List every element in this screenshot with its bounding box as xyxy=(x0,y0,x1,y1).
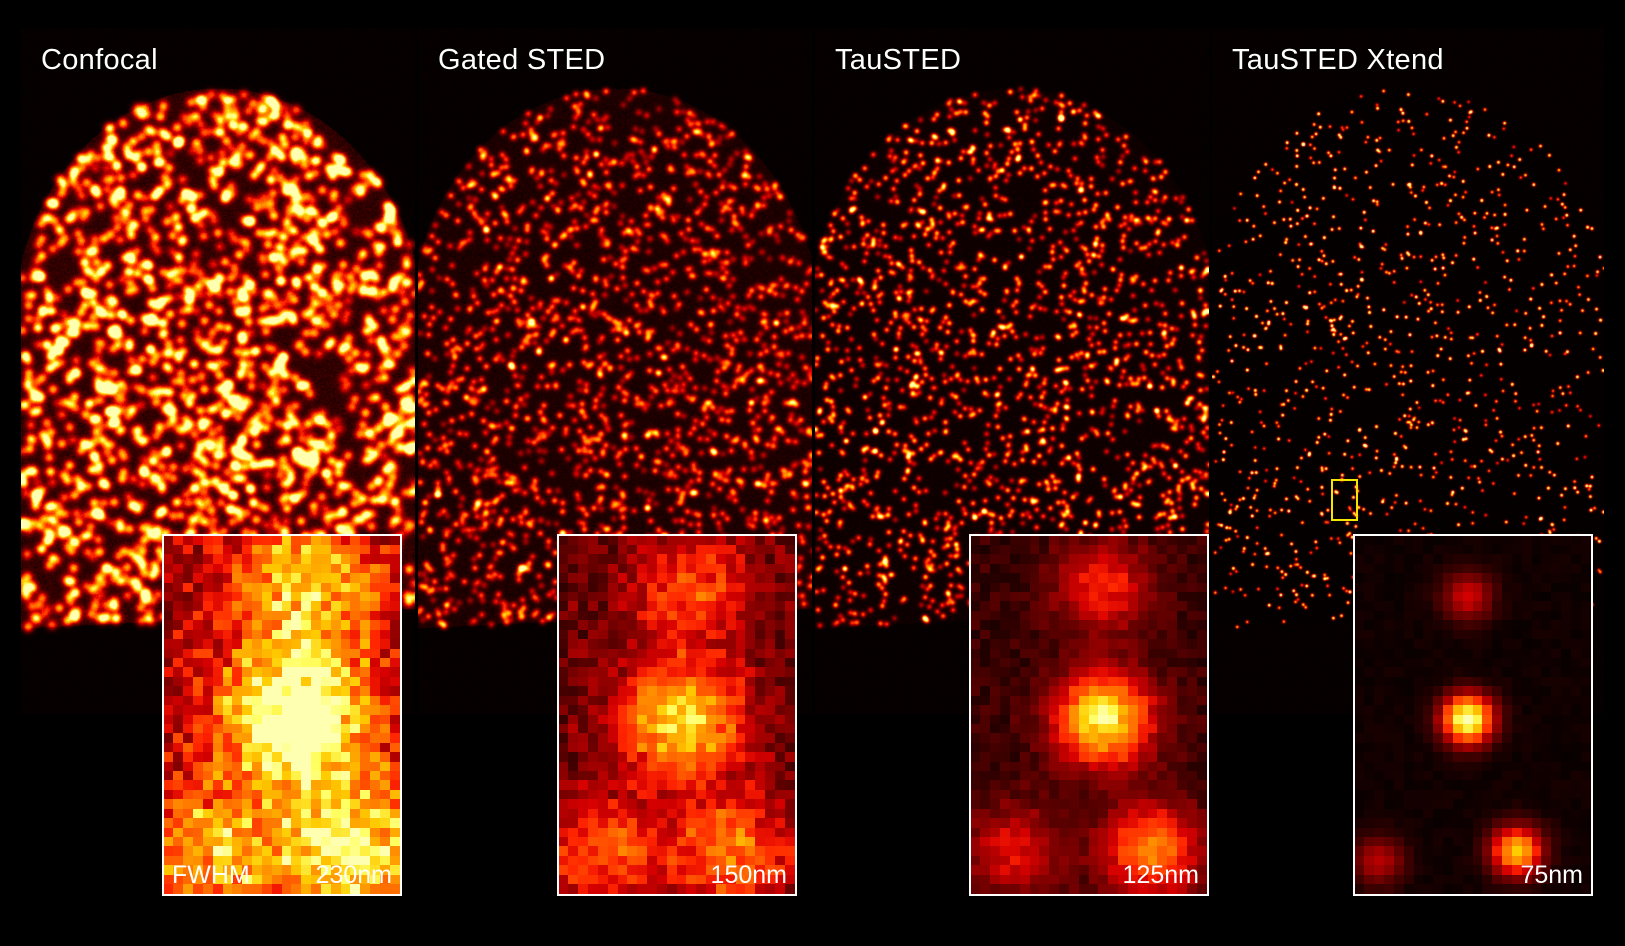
inset-gated-sted: 150nm xyxy=(557,534,797,896)
fwhm-value: 150nm xyxy=(710,861,787,889)
inset-confocal-image xyxy=(164,536,400,894)
inset-gated-sted-image xyxy=(559,536,795,894)
inset-confocal: FWHM 230nm xyxy=(162,534,402,896)
fwhm-label: FWHM xyxy=(172,861,250,889)
panel-title: TauSTED xyxy=(835,44,962,76)
inset-tausted-image xyxy=(971,536,1207,894)
inset-tausted: 125nm xyxy=(969,534,1209,896)
fwhm-value: 230nm xyxy=(315,861,392,889)
fwhm-value: 125nm xyxy=(1122,861,1199,889)
fwhm-value: 75nm xyxy=(1520,861,1583,889)
panel-confocal: Confocal xyxy=(21,28,415,714)
panel-title: TauSTED Xtend xyxy=(1232,44,1444,76)
roi-box xyxy=(1331,479,1358,521)
panel-title: Gated STED xyxy=(438,44,606,76)
inset-tausted-xtend-image xyxy=(1355,536,1591,894)
inset-tausted-xtend: 75nm xyxy=(1353,534,1593,896)
panel-title: Confocal xyxy=(41,44,158,76)
